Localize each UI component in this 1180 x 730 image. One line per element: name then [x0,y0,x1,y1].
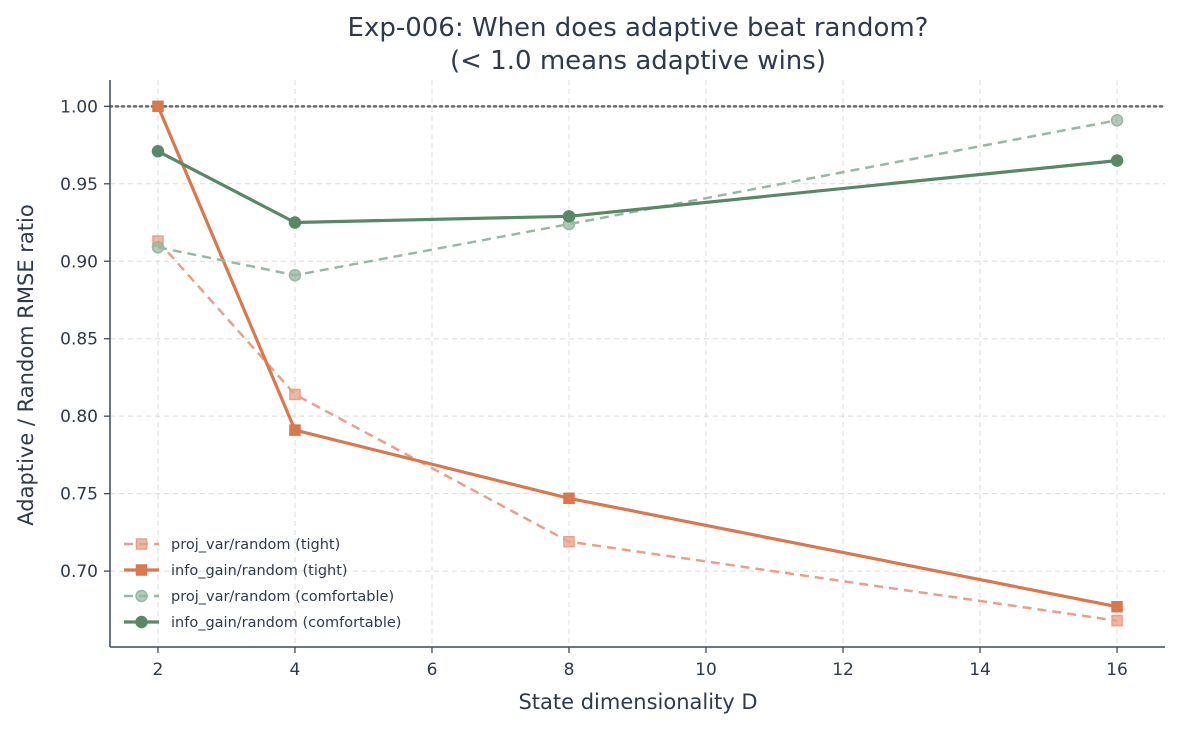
legend-item: proj_var/random (tight) [124,537,340,553]
data-point [151,145,165,158]
y-tick-label: 0.85 [60,330,98,350]
y-tick-label: 0.70 [60,562,98,582]
legend-label: proj_var/random (comfortable) [171,589,394,605]
data-point [1111,614,1123,627]
data-point [152,100,164,113]
data-point [288,268,302,282]
legend-marker [135,589,148,603]
x-tick-label: 2 [153,660,164,680]
y-tick-label: 0.95 [60,175,98,195]
data-point [1110,114,1124,127]
data-point [289,424,301,436]
data-point [563,492,575,505]
y-tick-label: 0.80 [60,407,98,427]
x-tick-label: 12 [832,660,854,680]
chart-title: Exp-006: When does adaptive beat random? [348,13,929,43]
legend-item: proj_var/random (comfortable) [124,589,394,605]
legend-label: info_gain/random (tight) [171,563,348,579]
chart-subtitle: (< 1.0 means adaptive wins) [450,46,826,76]
legend: proj_var/random (tight) info_gain/random … [124,537,401,631]
series-line [157,119,1118,277]
legend-marker [135,538,148,550]
x-tick-label: 8 [564,660,575,680]
series-4 [151,145,1124,229]
y-tick-label: 1.00 [60,97,98,117]
series-2 [152,100,1123,613]
series-line [157,240,1118,622]
y-tick-label: 0.90 [60,252,98,272]
x-tick-label: 10 [695,660,717,680]
series-line [157,149,1118,225]
series-group [151,100,1124,627]
x-tick-label: 16 [1106,660,1128,680]
y-axis-label: Adaptive / Random RMSE ratio [14,204,38,525]
legend-label: proj_var/random (tight) [171,537,340,553]
data-point [563,535,575,548]
data-point [562,210,576,223]
x-tick-label: 14 [969,660,991,680]
data-point [289,388,301,401]
data-point [151,241,165,254]
data-point [1110,154,1124,167]
legend-item: info_gain/random (comfortable) [124,615,401,631]
data-point [1111,600,1123,613]
legend-label: info_gain/random (comfortable) [171,615,401,631]
legend-item: info_gain/random (tight) [124,563,348,579]
axes: 2 4 6 8 10 12 14 16 0.70 0.75 0.80 0.85 0.90 0.95 1.00 [60,80,1165,680]
y-tick-label: 0.75 [60,485,98,505]
x-axis-label: State dimensionality D [518,690,757,714]
series-3 [151,114,1124,282]
legend-marker [135,564,148,576]
legend-marker [135,615,148,629]
series-line [156,105,1118,609]
x-tick-label: 6 [427,660,438,680]
data-point [288,216,302,229]
x-tick-label: 4 [290,660,301,680]
